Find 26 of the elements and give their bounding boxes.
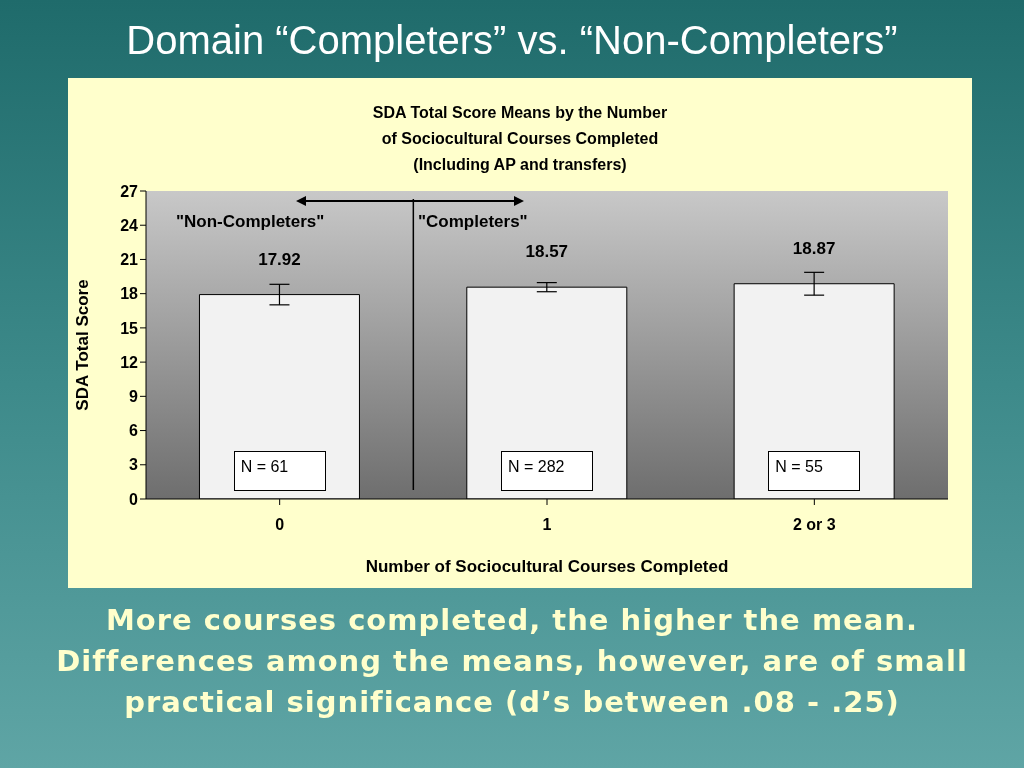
data-label: 17.92	[258, 249, 301, 269]
annotation: N = 61	[233, 451, 326, 491]
y-tick-label: 27	[120, 182, 139, 200]
y-tick-label: 21	[120, 251, 139, 269]
y-tick-label: 24	[120, 216, 139, 234]
text: More courses completed, the higher the mean. Differences among the means, however, are of small practical significance (d’s between .08 - .25)	[55, 602, 969, 721]
chart-title: Domain “Completers” vs. “Non-Completers”	[125, 18, 899, 63]
x-tick-label: 1	[542, 516, 552, 534]
annotation: "Non-Completers"	[176, 212, 325, 232]
x-tick-label: 0	[275, 516, 285, 534]
data-label: 18.87	[792, 238, 836, 258]
y-tick-label: 9	[129, 388, 139, 406]
y-tick-label: 15	[120, 319, 139, 337]
annotation: N = 282	[501, 451, 593, 491]
annotation: "Completers"	[418, 212, 528, 232]
chart-subtitle: SDA Total Score Means by the Number of Sociocultural Courses Completed (Including AP and transfers)	[371, 103, 669, 175]
y-tick-label: 0	[129, 490, 139, 508]
y-tick-label: 3	[129, 456, 139, 474]
y-tick-label: 12	[120, 353, 139, 371]
y-axis-title: SDA Total Score	[73, 279, 93, 411]
y-tick-label: 18	[120, 285, 139, 303]
data-label: 18.57	[525, 242, 569, 262]
x-tick-label: 2 or 3	[792, 516, 836, 534]
x-axis-title: Number of Sociocultural Courses Completed	[365, 557, 729, 576]
annotation: N = 55	[768, 451, 861, 491]
y-tick-label: 6	[129, 422, 139, 440]
